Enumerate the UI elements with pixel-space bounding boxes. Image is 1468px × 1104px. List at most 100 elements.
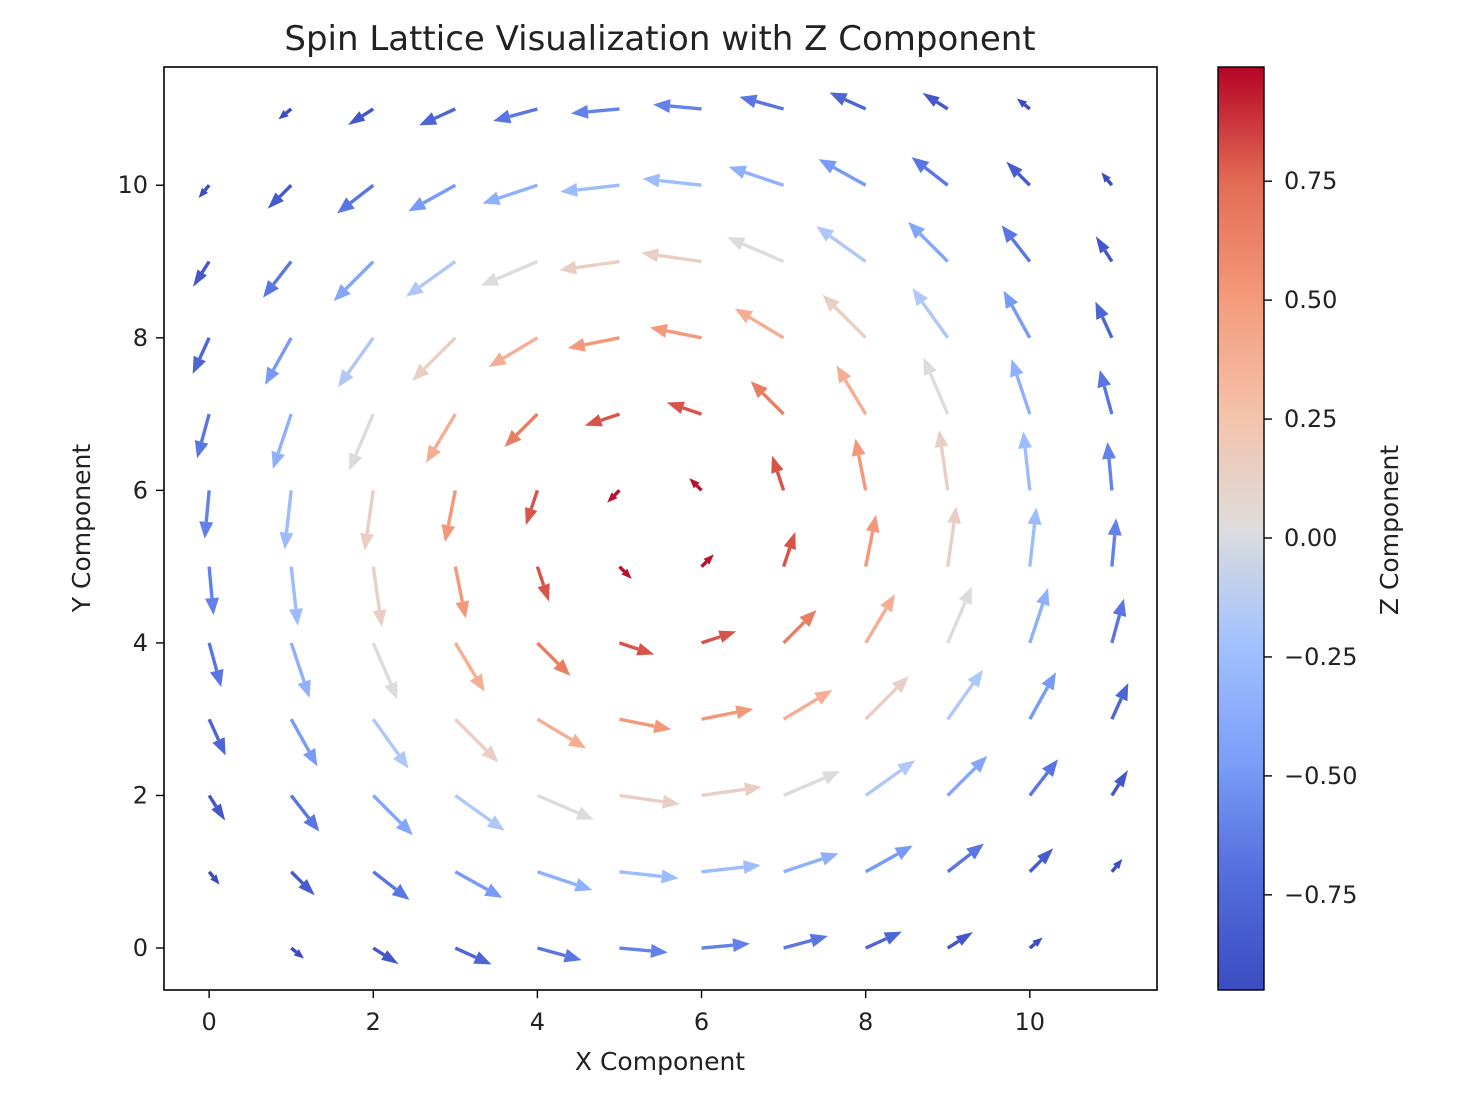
spin-arrow (372, 946, 399, 965)
spin-arrow (337, 336, 375, 388)
spin-arrow (207, 794, 226, 821)
colorbar-tick-label: 0.50 (1284, 286, 1337, 314)
spin-arrow (333, 260, 375, 302)
spin-arrow (1028, 848, 1054, 873)
spin-arrow (642, 173, 702, 188)
x-axis-label: X Component (575, 1047, 745, 1076)
spin-arrow (288, 566, 303, 626)
spin-arrow (194, 413, 211, 459)
spin-arrow (1110, 683, 1129, 720)
spin-arrow (1028, 587, 1050, 644)
spin-arrow (1028, 672, 1056, 721)
spin-arrow (1006, 161, 1031, 187)
spin-arrow (701, 860, 761, 875)
spin-arrow (816, 226, 867, 263)
y-tick-label: 10 (117, 171, 148, 199)
spin-arrow (536, 641, 571, 676)
colorbar-tick-label: −0.25 (1284, 643, 1358, 671)
spin-arrow (525, 489, 540, 526)
spin-arrow (863, 514, 880, 567)
spin-arrow (267, 184, 293, 209)
spin-arrow (560, 182, 620, 197)
spin-arrow (619, 869, 679, 884)
spin-arrow (1003, 290, 1032, 339)
spin-arrow (559, 259, 620, 275)
colorbar (1217, 66, 1265, 991)
spin-arrow (279, 490, 294, 550)
spin-arrow (782, 771, 841, 798)
spin-arrow (1001, 225, 1032, 263)
spin-arrow (207, 718, 226, 756)
spin-arrow (912, 288, 950, 339)
spin-arrow (864, 760, 916, 797)
x-tick-label: 8 (858, 1008, 873, 1036)
colorbar-ticks: 0.75 0.50 0.25 0.00 −0.25 −0.50 −0.75 (1264, 167, 1358, 909)
spin-arrow (372, 870, 410, 900)
spin-arrow (536, 946, 582, 963)
spin-arrow (911, 157, 949, 187)
spin-arrow (371, 566, 387, 627)
spin-arrow (864, 594, 895, 644)
spin-arrow (782, 689, 833, 721)
spin-arrow (946, 506, 961, 567)
spin-arrow (271, 413, 293, 470)
spin-arrow (649, 323, 702, 340)
y-axis-label: Y Component (67, 444, 96, 614)
spin-arrow (453, 642, 485, 692)
spin-arrow (584, 412, 621, 427)
spin-arrow (771, 455, 786, 491)
colorbar-tick-label: −0.50 (1284, 762, 1358, 790)
spin-arrow (607, 489, 621, 503)
spin-arrow (739, 94, 785, 111)
spin-arrow (426, 413, 457, 463)
spin-arrow (734, 308, 785, 340)
colorbar-tick-label: 0.00 (1284, 524, 1337, 552)
colorbar-tick-label: 0.25 (1284, 405, 1337, 433)
spin-arrow (864, 676, 909, 721)
spin-arrow (337, 183, 375, 214)
spin-arrow (922, 92, 949, 111)
spin-arrow (689, 478, 703, 492)
spin-arrow (480, 259, 539, 286)
spin-arrow (653, 99, 702, 114)
spin-arrow (1102, 441, 1116, 491)
spin-arrow (454, 794, 505, 831)
spin-arrow (205, 566, 219, 616)
spin-arrow (666, 401, 703, 416)
spin-arrow (441, 490, 458, 543)
spin-arrow (1028, 759, 1058, 797)
plot-frame (163, 66, 1158, 991)
spin-arrow (1028, 937, 1043, 950)
spin-arrow (493, 107, 538, 124)
y-tick-label: 2 (133, 781, 148, 809)
spin-arrow (536, 793, 594, 820)
spin-arrow (818, 159, 867, 187)
spin-arrow (923, 357, 950, 415)
x-tick-label: 0 (201, 1008, 216, 1036)
spin-arrow (700, 554, 714, 568)
spin-arrow (193, 260, 211, 287)
spin-arrow (289, 718, 318, 767)
spin-arrow (946, 586, 972, 644)
spin-arrow (727, 237, 785, 264)
spin-arrow (412, 336, 457, 381)
spin-arrow (1010, 359, 1032, 415)
x-tick-label: 2 (366, 1008, 381, 1036)
spin-arrow (567, 336, 620, 352)
spin-arrow (946, 931, 974, 950)
spin-arrow (536, 870, 593, 892)
spin-arrow (360, 490, 375, 551)
spin-arrow (783, 852, 839, 874)
colorbar-tick-label: −0.75 (1284, 881, 1358, 909)
spin-arrow (701, 705, 754, 721)
spin-arrow (829, 92, 867, 111)
spin-arrow (782, 610, 817, 645)
spin-arrow (347, 107, 375, 126)
spin-arrow (265, 336, 293, 385)
spin-arrow (1095, 236, 1114, 263)
spin-arrow (619, 717, 672, 734)
spin-arrow (908, 221, 949, 263)
spin-arrow (454, 946, 492, 965)
spin-arrow (1110, 598, 1127, 644)
